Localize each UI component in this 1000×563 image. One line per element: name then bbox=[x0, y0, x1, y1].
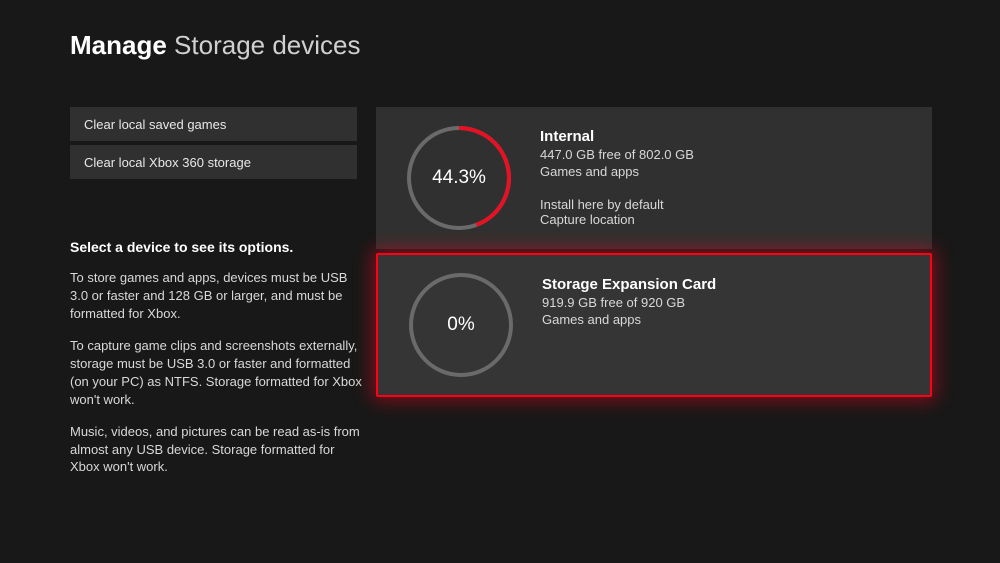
device-card-internal[interactable]: 44.3% Internal 447.0 GB free of 802.0 GB… bbox=[376, 107, 932, 249]
device-type-text: Games and apps bbox=[540, 164, 912, 179]
device-name: Storage Expansion Card bbox=[542, 276, 910, 293]
help-paragraph-2: To capture game clips and screenshots ex… bbox=[70, 337, 365, 409]
device-meta-block: Install here by default Capture location bbox=[540, 197, 912, 227]
device-default-install: Install here by default bbox=[540, 197, 912, 212]
device-capture-location: Capture location bbox=[540, 212, 912, 227]
devices-panel: 44.3% Internal 447.0 GB free of 802.0 GB… bbox=[376, 107, 932, 397]
help-paragraph-3: Music, videos, and pictures can be read … bbox=[70, 423, 365, 477]
clear-xbox360-storage-button[interactable]: Clear local Xbox 360 storage bbox=[70, 145, 357, 179]
header-title: Storage devices bbox=[174, 30, 360, 60]
device-free-text: 919.9 GB free of 920 GB bbox=[542, 295, 910, 310]
help-paragraph-1: To store games and apps, devices must be… bbox=[70, 269, 365, 323]
usage-percent-label: 44.3% bbox=[432, 167, 486, 189]
device-info: Storage Expansion Card 919.9 GB free of … bbox=[542, 272, 910, 327]
help-title: Select a device to see its options. bbox=[70, 239, 365, 255]
page-header: Manage Storage devices bbox=[70, 30, 361, 61]
device-card-expansion[interactable]: 0% Storage Expansion Card 919.9 GB free … bbox=[376, 253, 932, 397]
help-section: Select a device to see its options. To s… bbox=[70, 239, 365, 476]
device-type-text: Games and apps bbox=[542, 312, 910, 327]
header-prefix: Manage bbox=[70, 30, 167, 60]
usage-ring-internal: 44.3% bbox=[404, 123, 514, 233]
device-name: Internal bbox=[540, 128, 912, 145]
device-info: Internal 447.0 GB free of 802.0 GB Games… bbox=[540, 124, 912, 227]
device-free-text: 447.0 GB free of 802.0 GB bbox=[540, 147, 912, 162]
usage-percent-label: 0% bbox=[447, 314, 474, 336]
clear-saved-games-button[interactable]: Clear local saved games bbox=[70, 107, 357, 141]
left-panel: Clear local saved games Clear local Xbox… bbox=[70, 107, 357, 490]
usage-ring-expansion: 0% bbox=[406, 270, 516, 380]
